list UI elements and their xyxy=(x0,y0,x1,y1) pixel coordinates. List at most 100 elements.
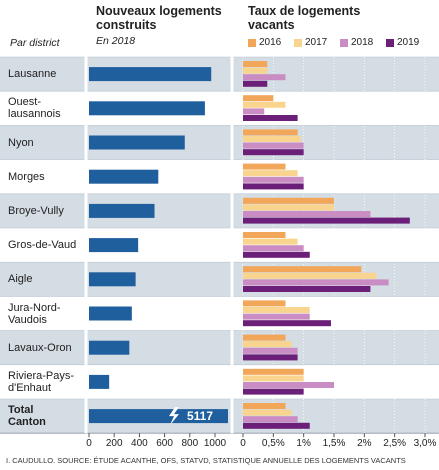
bar xyxy=(243,347,298,354)
row-background xyxy=(0,91,439,126)
category-label: Total Canton xyxy=(8,404,46,429)
category-label: Gros-de-Vaud xyxy=(8,239,77,252)
bar xyxy=(89,340,130,355)
bar xyxy=(243,313,310,320)
legend-swatch xyxy=(294,39,302,47)
legend-label: 2019 xyxy=(397,37,420,48)
category-label: Lausanne xyxy=(8,68,57,81)
x-tick-label: 1000 xyxy=(203,438,227,450)
bar xyxy=(243,61,268,67)
bar xyxy=(89,409,228,424)
x-tick-label: 600 xyxy=(156,438,173,450)
bar xyxy=(243,232,286,238)
panel-clip xyxy=(89,67,228,424)
bar xyxy=(243,101,286,108)
category-label: Ouest-lausannois xyxy=(8,96,61,121)
bar xyxy=(89,101,205,116)
bar xyxy=(89,169,159,184)
row-background xyxy=(0,296,439,331)
category-label: Broye-Vully xyxy=(8,204,64,217)
bar xyxy=(243,183,304,190)
bar xyxy=(243,279,389,286)
bar xyxy=(243,422,310,429)
bar xyxy=(89,135,185,150)
bar xyxy=(243,115,298,121)
bar xyxy=(243,307,310,313)
row-background xyxy=(0,364,439,399)
bar xyxy=(243,334,286,341)
bar xyxy=(89,238,139,253)
bar xyxy=(243,375,304,382)
bar xyxy=(243,354,298,361)
x-tick-label: 0,5% xyxy=(261,438,285,450)
x-tick-label: 2,5% xyxy=(383,438,407,450)
row-background xyxy=(0,228,439,263)
bar xyxy=(243,245,304,252)
chart-title: Nouveaux logements construits xyxy=(96,4,222,32)
bar xyxy=(243,129,298,136)
row-background xyxy=(0,125,439,160)
bar xyxy=(243,176,304,183)
bar xyxy=(243,251,310,258)
bar xyxy=(243,272,377,279)
bar xyxy=(243,368,304,375)
category-label: Jura-Nord-Vaudois xyxy=(8,301,61,326)
bar xyxy=(243,95,274,102)
bar xyxy=(243,136,301,142)
bar xyxy=(243,197,334,204)
legend-swatch xyxy=(386,39,394,47)
x-tick-label: 200 xyxy=(105,438,123,450)
x-tick-label: 1,5% xyxy=(322,438,346,450)
bar xyxy=(243,382,334,388)
bar xyxy=(243,300,286,307)
bar xyxy=(243,74,286,81)
bar xyxy=(89,203,155,218)
category-label: Lavaux-Oron xyxy=(8,341,72,354)
row-background xyxy=(0,57,439,92)
chart-subtitle: En 2018 xyxy=(96,35,136,47)
bar xyxy=(243,238,298,245)
x-tick-label: 1% xyxy=(296,438,311,450)
row-background xyxy=(0,330,439,365)
x-tick-label: 0 xyxy=(240,438,246,450)
row-header: Par district xyxy=(10,37,60,49)
bar xyxy=(243,341,292,348)
bar xyxy=(243,320,331,327)
bar xyxy=(89,374,110,389)
category-label: Morges xyxy=(8,170,45,183)
bar xyxy=(243,204,334,211)
bar xyxy=(243,217,410,224)
bar xyxy=(243,67,268,74)
bar xyxy=(89,306,132,321)
legend-swatch xyxy=(248,39,256,47)
x-tick-label: 400 xyxy=(131,438,148,450)
legend-swatch xyxy=(340,39,348,47)
bar xyxy=(243,286,371,292)
x-tick-label: 800 xyxy=(181,438,199,450)
bar xyxy=(243,416,298,423)
bar xyxy=(243,163,286,170)
chart-title: Taux de logements vacants xyxy=(248,4,361,32)
bar xyxy=(243,409,292,416)
value-label: 5117 xyxy=(187,409,213,423)
bar xyxy=(89,67,212,82)
bar xyxy=(243,170,298,177)
category-label: Aigle xyxy=(8,273,33,286)
source-note: I. CAUDULLO. SOURCE: ÉTUDE ACANTHE, OFS,… xyxy=(6,456,406,465)
legend-label: 2017 xyxy=(305,37,328,48)
bar xyxy=(89,272,136,287)
legend-label: 2016 xyxy=(259,37,282,48)
x-tick-label: 3,0% xyxy=(413,438,437,450)
bar xyxy=(243,266,362,273)
bar xyxy=(243,142,304,149)
bar xyxy=(243,80,268,87)
legend-label: 2018 xyxy=(351,37,374,48)
bar xyxy=(243,388,304,395)
break-symbol xyxy=(169,407,179,426)
category-label: Nyon xyxy=(8,136,34,149)
bar xyxy=(243,211,371,217)
x-tick-label: 2% xyxy=(357,438,372,450)
row-background xyxy=(0,159,439,194)
